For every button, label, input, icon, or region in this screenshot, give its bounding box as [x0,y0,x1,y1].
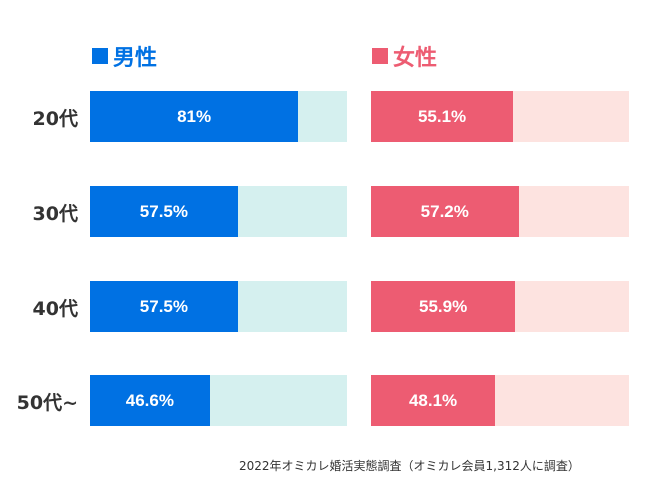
bar [90,281,238,332]
category-label: 30代 [32,203,78,225]
bar-track: 48.1% [371,375,629,426]
legend-label-female: 女性 [393,46,438,71]
data-label: 48.1% [408,391,458,410]
legend-swatch-female [372,48,388,64]
data-label: 55.9% [419,297,468,316]
bar-track: 57.5% [90,281,347,332]
bar-track: 57.2% [371,186,629,237]
category-label: 20代 [32,108,78,130]
bar [90,91,299,142]
data-label: 57.5% [139,297,188,316]
category-label: 50代~ [16,392,78,414]
data-label: 57.5% [139,202,188,221]
legend-swatch-male [92,48,108,64]
bar [90,186,238,237]
bar [371,281,516,332]
bar-track: 81% [90,91,347,142]
bar [371,186,519,237]
bar-track: 57.5% [90,186,347,237]
bar-track: 46.6% [90,375,347,426]
category-label: 40代 [32,298,78,320]
data-label: 46.6% [125,391,174,410]
source-note: 2022年オミカレ婚活実態調査（オミカレ会員1,312人に調査） [239,459,580,473]
bar [371,375,496,426]
bar-track: 55.9% [371,281,629,332]
bar [371,91,514,142]
data-label: 57.2% [420,202,469,221]
bar-track: 55.1% [371,91,629,142]
data-label: 55.1% [417,107,467,126]
legend-label-male: 男性 [113,46,158,71]
bar [90,375,210,426]
data-label: 81% [177,107,212,126]
legend-male: 男性 [92,41,157,71]
legend-female: 女性 [372,41,437,71]
